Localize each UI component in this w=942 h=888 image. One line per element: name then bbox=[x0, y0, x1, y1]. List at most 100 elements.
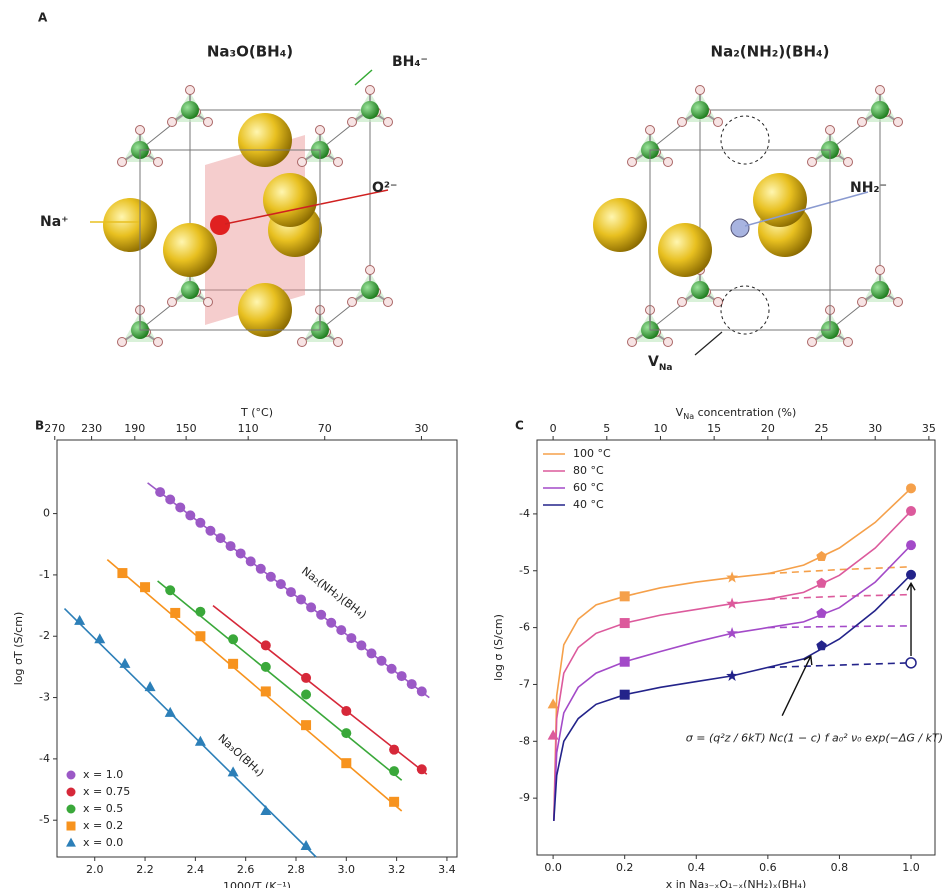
x-tick-label: 1.0 bbox=[902, 861, 920, 874]
y-tick-label: -5 bbox=[39, 813, 50, 826]
hydrogen bbox=[858, 118, 867, 127]
y-tick-label: 0 bbox=[43, 507, 50, 520]
extrapolation-line bbox=[768, 626, 911, 628]
x2-tick-label: 0 bbox=[550, 422, 557, 435]
marker bbox=[816, 578, 826, 588]
hydrogen bbox=[118, 158, 127, 167]
marker bbox=[816, 640, 826, 650]
hydrogen bbox=[348, 118, 357, 127]
y-tick-label: -2 bbox=[39, 629, 50, 642]
marker bbox=[726, 597, 738, 608]
marker bbox=[620, 618, 630, 628]
x2-tick-label: 110 bbox=[238, 422, 259, 435]
hydrogen bbox=[384, 118, 393, 127]
boron bbox=[691, 101, 709, 119]
marker bbox=[185, 510, 195, 520]
chart: C0.00.20.40.60.81.0-9-8-7-6-5-4051015202… bbox=[492, 406, 942, 888]
marker bbox=[301, 840, 312, 850]
x2-label-sub: Na bbox=[683, 412, 694, 421]
legend-label: x = 0.2 bbox=[83, 819, 123, 832]
marker bbox=[726, 627, 738, 638]
arrow bbox=[782, 656, 812, 716]
hydrogen bbox=[808, 158, 817, 167]
sodium bbox=[163, 223, 217, 277]
hydrogen bbox=[168, 118, 177, 127]
marker bbox=[620, 657, 630, 667]
y-tick-label: -1 bbox=[39, 568, 50, 581]
x2-tick-label: 270 bbox=[44, 422, 65, 435]
vacancy-label: VNa bbox=[648, 354, 672, 373]
marker bbox=[67, 805, 76, 814]
marker bbox=[266, 572, 276, 582]
marker bbox=[377, 656, 387, 666]
y-tick-label: -5 bbox=[519, 564, 530, 577]
label-line bbox=[695, 332, 722, 355]
marker bbox=[316, 610, 326, 620]
hydrogen bbox=[154, 338, 163, 347]
y-axis-label: log σT (S/cm) bbox=[12, 612, 25, 686]
fit-line bbox=[554, 511, 911, 821]
marker bbox=[228, 659, 238, 669]
legend-label: x = 0.0 bbox=[83, 836, 123, 849]
marker bbox=[67, 771, 76, 780]
legend-label: 40 °C bbox=[573, 498, 604, 511]
marker bbox=[165, 494, 175, 504]
ion-label: O²⁻ bbox=[372, 180, 397, 196]
marker bbox=[816, 608, 826, 618]
x-axis-label: x in Na₃₋ₓO₁₋ₓ(NH₂)ₓ(BH₄) bbox=[666, 878, 807, 888]
legend-label: x = 1.0 bbox=[83, 768, 123, 781]
x-tick-label: 0.2 bbox=[616, 861, 634, 874]
x-tick-label: 2.8 bbox=[287, 863, 305, 876]
x-tick-label: 3.2 bbox=[388, 863, 406, 876]
hydrogen bbox=[646, 126, 655, 135]
boron bbox=[871, 281, 889, 299]
marker bbox=[175, 502, 185, 512]
hydrogen bbox=[696, 86, 705, 95]
ion-label: BH₄⁻ bbox=[392, 54, 428, 70]
y-tick-label: -4 bbox=[39, 752, 50, 765]
marker bbox=[117, 568, 127, 578]
x-tick-label: 0.6 bbox=[759, 861, 777, 874]
x-axis-label: 1000/T (K⁻¹) bbox=[223, 880, 291, 888]
vacancy-main: V bbox=[648, 354, 659, 370]
hydrogen bbox=[348, 298, 357, 307]
x2-tick-label: 230 bbox=[81, 422, 102, 435]
marker bbox=[301, 673, 311, 683]
marker bbox=[407, 679, 417, 689]
marker bbox=[389, 766, 399, 776]
marker bbox=[417, 686, 427, 696]
marker bbox=[816, 551, 826, 561]
marker bbox=[341, 728, 351, 738]
marker bbox=[366, 648, 376, 658]
marker bbox=[205, 526, 215, 536]
marker bbox=[906, 506, 916, 516]
fit-line bbox=[554, 545, 911, 821]
boron bbox=[181, 281, 199, 299]
vacancy-sub: Na bbox=[659, 363, 673, 373]
oxygen bbox=[210, 215, 230, 235]
hydrogen bbox=[678, 298, 687, 307]
hydrogen bbox=[876, 86, 885, 95]
x2-tick-label: 190 bbox=[124, 422, 145, 435]
marker bbox=[341, 758, 351, 768]
x-tick-label: 2.4 bbox=[187, 863, 205, 876]
marker bbox=[620, 690, 630, 700]
fit-line bbox=[554, 488, 911, 821]
marker bbox=[296, 594, 306, 604]
marker bbox=[389, 745, 399, 755]
hydrogen bbox=[168, 298, 177, 307]
x2-axis-label: T (°C) bbox=[240, 406, 273, 419]
marker bbox=[356, 640, 366, 650]
annotation: Na₂(NH₂)(BH₄) bbox=[299, 564, 369, 621]
x-tick-label: 3.0 bbox=[338, 863, 356, 876]
hydrogen bbox=[876, 266, 885, 275]
marker bbox=[155, 487, 165, 497]
hydrogen bbox=[136, 126, 145, 135]
marker bbox=[301, 689, 311, 699]
x2-tick-label: 15 bbox=[707, 422, 721, 435]
legend-label: 60 °C bbox=[573, 481, 604, 494]
x2-axis-label: VNa concentration (%) bbox=[676, 406, 797, 421]
marker bbox=[140, 582, 150, 592]
hydrogen bbox=[366, 86, 375, 95]
y-tick-label: -4 bbox=[519, 507, 530, 520]
